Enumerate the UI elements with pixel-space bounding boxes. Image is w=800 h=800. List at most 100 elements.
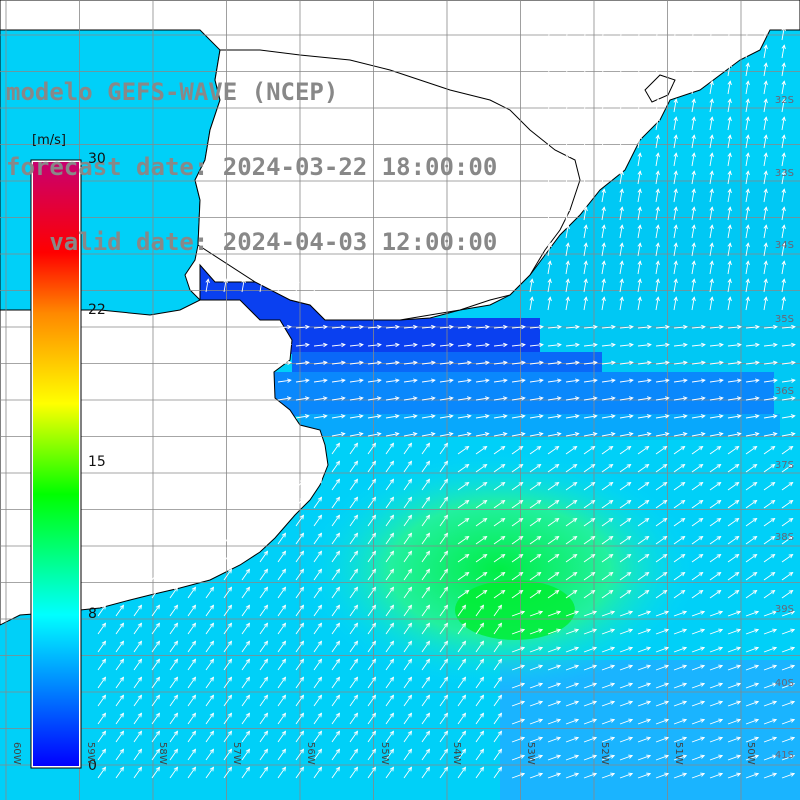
wind-arrow-head (557, 324, 562, 330)
wind-arrow-head (281, 532, 287, 538)
wind-arrow-head (700, 396, 706, 401)
wind-arrow-head (590, 481, 596, 487)
wind-arrow (133, 623, 142, 635)
wind-arrow-head (425, 748, 431, 754)
wind-arrow-head (547, 260, 552, 266)
wind-arrow (385, 551, 394, 563)
wind-arrow (709, 773, 723, 779)
wind-arrow (349, 326, 363, 329)
wind-arrow-head (317, 460, 323, 466)
wind-arrow (781, 27, 785, 41)
wind-arrow (493, 590, 505, 599)
wind-arrow-head (754, 628, 760, 633)
wind-arrow (547, 99, 551, 113)
wind-arrow-head (497, 748, 503, 754)
wind-arrow-head (611, 324, 616, 330)
wind-arrow (259, 767, 268, 779)
wind-arrow (457, 641, 466, 653)
wind-arrow-head (628, 754, 634, 759)
wind-arrow (637, 171, 641, 185)
wind-arrow (619, 81, 623, 95)
wind-arrow (457, 518, 469, 527)
wind-arrow (709, 207, 713, 221)
wind-arrow (781, 279, 785, 293)
wind-arrow-head (610, 736, 616, 741)
wind-arrow (727, 189, 731, 203)
wind-arrow-head (619, 206, 624, 212)
wind-arrow-head (736, 646, 742, 651)
wind-arrow-head (583, 134, 588, 140)
wind-arrow-head (173, 748, 179, 754)
wind-arrow-head (503, 324, 508, 330)
wind-arrow-head (466, 396, 472, 401)
wind-arrow (781, 117, 785, 131)
wind-arrow-head (407, 640, 413, 646)
wind-arrow-head (637, 152, 642, 158)
wind-arrow (781, 207, 785, 221)
wind-arrow-head (464, 445, 470, 451)
wind-arrow-head (430, 360, 436, 365)
wind-arrow (691, 27, 695, 41)
wind-arrow-head (335, 460, 341, 466)
wind-arrow (583, 518, 595, 527)
wind-arrow (97, 641, 106, 653)
wind-arrow-head (647, 324, 652, 330)
wind-arrow-head (644, 535, 650, 541)
wind-arrow (583, 629, 597, 635)
wind-arrow (619, 361, 633, 365)
wind-arrow (745, 189, 749, 203)
wind-arrow-head (655, 44, 660, 50)
wind-arrow-head (790, 378, 796, 383)
wind-arrow-head (412, 378, 418, 383)
wind-arrow-head (464, 553, 470, 559)
wind-arrow-head (353, 622, 359, 628)
wind-arrow (403, 479, 412, 491)
wind-arrow (475, 659, 484, 671)
wind-arrow-head (448, 432, 454, 437)
wind-arrow-head (518, 517, 524, 523)
wind-arrow-head (520, 700, 526, 705)
wind-arrow (529, 665, 543, 671)
wind-arrow-head (425, 712, 431, 718)
wind-arrow (781, 243, 785, 257)
wind-arrow-head (137, 730, 143, 736)
wind-arrow (151, 677, 160, 689)
wind-arrow-head (449, 342, 454, 348)
wind-arrow-head (500, 445, 506, 451)
wind-arrow-head (700, 378, 706, 383)
wind-arrow-head (736, 360, 742, 365)
wind-arrow-head (413, 342, 418, 348)
wind-arrow (583, 464, 595, 473)
wind-arrow-head (376, 414, 382, 419)
wind-arrow (367, 569, 376, 581)
wind-arrow-head (709, 116, 714, 122)
wind-arrow (115, 623, 124, 635)
wind-arrow (745, 500, 757, 509)
wind-arrow-head (646, 378, 652, 383)
wind-arrow-head (155, 640, 161, 646)
wind-arrow (709, 361, 723, 365)
wind-arrow-head (772, 682, 778, 687)
wind-arrow-head (137, 658, 143, 664)
wind-arrow (763, 482, 775, 491)
wind-arrow (97, 695, 106, 707)
wind-arrow (439, 533, 448, 545)
wind-arrow (151, 641, 160, 653)
wind-arrow (745, 63, 749, 77)
wind-arrow-head (691, 242, 696, 248)
wind-arrow (223, 587, 232, 599)
wind-arrow (637, 207, 641, 221)
wind-arrow (277, 379, 291, 383)
wind-arrow-head (673, 44, 678, 50)
wind-arrow-head (574, 772, 580, 777)
wind-arrow-head (673, 188, 678, 194)
wind-arrow-head (484, 414, 490, 419)
wind-arrow-head (281, 676, 287, 682)
wind-arrow-head (502, 378, 508, 383)
wind-arrow-head (752, 481, 758, 487)
wind-arrow-head (554, 499, 560, 505)
wind-arrow-head (574, 414, 580, 419)
wind-arrow (637, 415, 651, 419)
wind-arrow (367, 551, 376, 563)
wind-arrow-head (683, 342, 688, 348)
